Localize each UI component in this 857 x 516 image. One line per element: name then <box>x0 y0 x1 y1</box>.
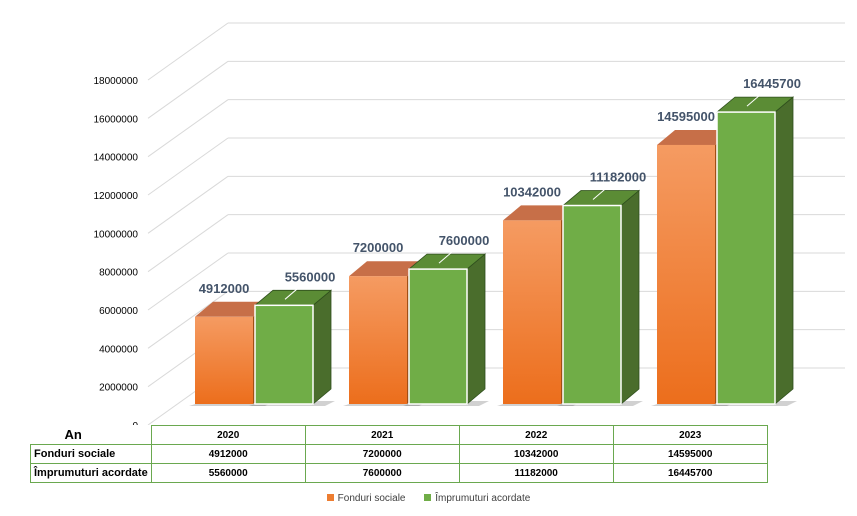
data-table-row: Împrumuturi acordate 5560000 7600000 111… <box>30 463 768 483</box>
y-tick-label: 10000000 <box>94 229 139 240</box>
gridline-diagonal <box>147 60 229 119</box>
bar-top <box>195 301 271 317</box>
data-table-cell: 4912000 <box>150 444 306 464</box>
bar <box>716 111 776 405</box>
data-label: 7600000 <box>439 233 490 248</box>
legend-swatch-green <box>424 494 432 501</box>
data-table-row: Fonduri sociale 4912000 7200000 10342000… <box>30 444 768 464</box>
leader-line <box>284 286 300 300</box>
data-table-cell: 7600000 <box>304 463 460 483</box>
bar <box>408 268 468 405</box>
legend-label: Fonduri sociale <box>337 493 406 504</box>
y-tick-label: 0 <box>132 421 138 425</box>
legend-label: Împrumuturi acordate <box>435 493 531 504</box>
legend-item[interactable]: Împrumuturi acordate <box>424 493 530 504</box>
data-label: 11182000 <box>590 170 646 185</box>
bar-chart: 0 2000000 4000000 6000000 8000000 10000000 120… <box>94 22 845 425</box>
legend: Fonduri sociale Împrumuturi acordate <box>0 493 857 504</box>
y-tick-label: 8000000 <box>99 268 138 279</box>
data-table-header-row: An 2020 2021 2022 2023 <box>31 425 768 445</box>
data-label: 5560000 <box>285 269 336 284</box>
gridline-diagonal <box>147 137 229 196</box>
data-label: 16445700 <box>743 76 801 91</box>
data-table-header-label: An <box>64 427 82 443</box>
gridline-diagonal <box>147 175 229 234</box>
bar-side <box>774 96 794 405</box>
gridline-diagonal <box>147 214 229 273</box>
data-table-row-label: Împrumuturi acordate <box>30 463 152 483</box>
bar-side <box>312 289 332 405</box>
bar-top <box>503 205 579 221</box>
data-table-year: 2022 <box>458 425 614 445</box>
data-table-cell: 7200000 <box>304 444 460 464</box>
data-table-year: 2023 <box>612 425 768 445</box>
y-axis-ticks: 0 2000000 4000000 6000000 8000000 10000000 120… <box>94 76 139 425</box>
bar <box>349 276 407 404</box>
gridline-diagonal <box>147 290 229 349</box>
y-tick-label: 12000000 <box>94 191 139 202</box>
data-table-year: 2021 <box>304 425 460 445</box>
data-label: 7200000 <box>353 240 404 255</box>
data-table-row-label: Fonduri sociale <box>30 444 152 464</box>
y-tick-label: 14000000 <box>94 153 139 164</box>
data-labels: 4912000 5560000 7200000 7600000 10342000 1118… <box>199 76 801 300</box>
data-table-cell: 11182000 <box>458 463 614 483</box>
y-tick-label: 16000000 <box>94 114 139 125</box>
data-table: An 2020 2021 2022 2023 Fonduri sociale 4… <box>30 425 768 483</box>
leader-line <box>746 93 762 107</box>
gridline-diagonal <box>147 252 229 311</box>
bar-top <box>349 261 425 277</box>
bar-side <box>620 189 640 405</box>
y-tick-label: 2000000 <box>99 383 138 394</box>
gridline-diagonal <box>147 22 229 81</box>
y-tick-label: 4000000 <box>99 344 138 355</box>
bar-top <box>657 129 733 145</box>
data-table-cell: 14595000 <box>612 444 768 464</box>
bar <box>503 220 561 404</box>
leader-line <box>592 187 608 200</box>
legend-swatch-orange <box>326 494 334 501</box>
bar <box>195 316 253 404</box>
leader-line <box>438 250 454 264</box>
data-table-cell: 16445700 <box>612 463 768 483</box>
data-table-year: 2020 <box>150 425 306 445</box>
data-label: 14595000 <box>657 109 715 124</box>
gridline-diagonal <box>147 99 229 158</box>
bars <box>189 96 797 406</box>
y-tick-label: 18000000 <box>94 76 139 87</box>
data-label: 10342000 <box>503 184 561 199</box>
bar <box>562 204 622 405</box>
data-table-cell: 10342000 <box>458 444 614 464</box>
bar-side <box>466 253 486 405</box>
data-label: 4912000 <box>199 281 250 296</box>
bar <box>254 304 314 405</box>
data-table-cell: 5560000 <box>150 463 306 483</box>
bar <box>657 144 715 404</box>
legend-item[interactable]: Fonduri sociale <box>326 493 406 504</box>
y-tick-label: 6000000 <box>99 306 138 317</box>
